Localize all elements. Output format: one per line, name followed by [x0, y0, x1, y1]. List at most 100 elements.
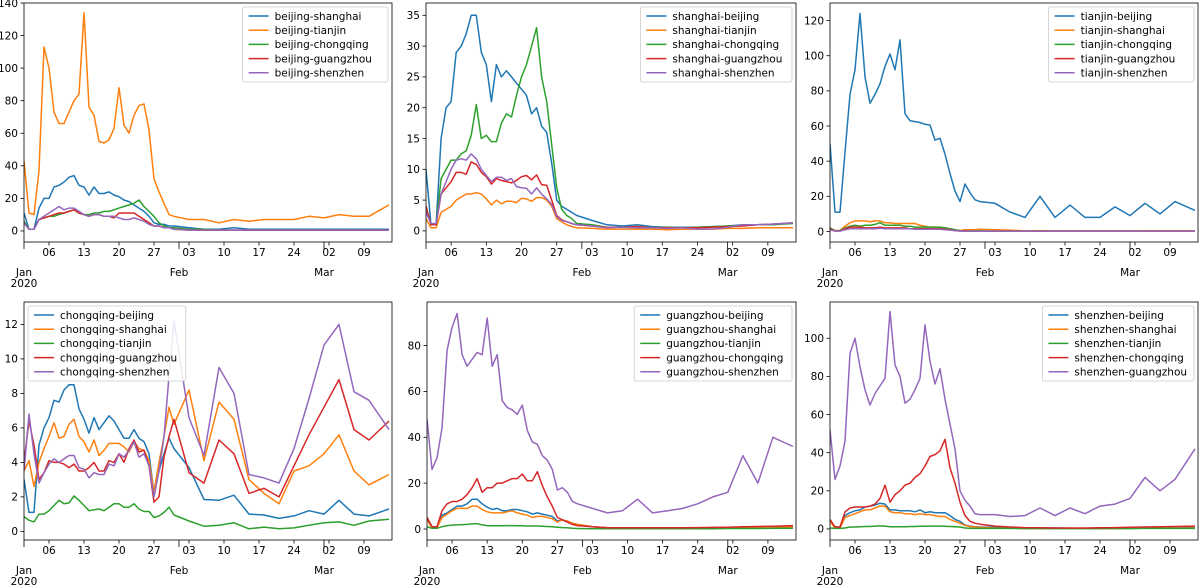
series-line-tianjin-beijing	[830, 12, 1196, 219]
y-tick-label: 0	[414, 524, 421, 536]
x-tick-label: 02	[322, 247, 335, 259]
x-major-tick-label: Jan	[15, 565, 32, 577]
series-line-guangzhou-tianjin	[427, 522, 793, 530]
x-tick-label: 06	[445, 545, 459, 557]
y-tick-label: 80	[408, 340, 421, 352]
subplot: 0 20 40 60 80 100 120 06 13 20 27 03 10 17 24 02 09 Jan20…	[804, 2, 1199, 290]
y-tick-label: 20	[811, 486, 824, 498]
legend-label: shanghai-chongqing	[672, 39, 779, 51]
x-tick-label: 13	[480, 247, 493, 259]
x-tick-label: 06	[848, 545, 862, 557]
y-tick-label: 120	[804, 15, 824, 27]
x-major-tick-label: Feb	[976, 565, 995, 577]
y-tick-label: 0	[817, 524, 824, 536]
x-tick-label: 17	[1058, 247, 1071, 259]
x-year-label: 2020	[817, 278, 844, 290]
subplot: 0 5 10 15 20 25 30 35 06 13 20 27 03 10 17 24 02 09 Jan202…	[407, 2, 797, 290]
x-tick-label: 13	[77, 545, 90, 557]
legend-label: guangzhou-beijing	[666, 310, 763, 322]
x-major-tick-label: Jan	[821, 565, 838, 577]
legend-label: chongqing-beijing	[60, 310, 154, 322]
legend-label: tianjin-chongqing	[1081, 39, 1172, 51]
series-line-tianjin-shenzhen	[830, 227, 1195, 233]
legend-label: guangzhou-shenzhen	[666, 367, 779, 379]
x-major-tick-label: Mar	[1120, 267, 1140, 279]
x-major-tick-label: Feb	[170, 267, 189, 279]
series-line-chongqing-shenzhen	[24, 320, 390, 498]
x-major-tick-label: Mar	[1120, 565, 1140, 577]
series-line-guangzhou-chongqing	[427, 470, 794, 529]
y-tick-label: 40	[408, 432, 421, 444]
y-tick-label: 20	[407, 103, 420, 115]
axes-frame	[426, 301, 797, 541]
x-tick-label: 20	[112, 545, 125, 557]
legend: shanghai-beijing shanghai-tianjin shanghai…	[640, 6, 793, 83]
y-tick-label: 0	[413, 226, 420, 238]
y-tick-label: 35	[407, 10, 420, 22]
x-tick-label: 24	[287, 545, 301, 557]
x-tick-label: 10	[621, 545, 634, 557]
y-tick-label: 20	[408, 478, 421, 490]
y-tick-label: 2	[11, 492, 18, 504]
x-major-tick-label: Feb	[976, 267, 995, 279]
x-tick-label: 09	[1163, 545, 1176, 557]
series-line-shanghai-tianjin	[426, 191, 793, 231]
y-tick-label: 15	[407, 133, 420, 145]
x-tick-label: 03	[586, 545, 599, 557]
legend-box	[27, 305, 187, 382]
legend-label: beijing-shanghai	[275, 11, 362, 23]
x-major-tick-label: Jan	[15, 267, 32, 279]
y-tick-label: 25	[407, 72, 420, 84]
series-line-shenzhen-guangzhou	[830, 310, 1196, 518]
axes-frame	[829, 301, 1199, 541]
x-tick-label: 27	[147, 247, 160, 259]
x-tick-label: 20	[112, 247, 125, 259]
y-tick-label: 60	[811, 409, 824, 421]
x-tick-label: 17	[252, 247, 265, 259]
x-tick-label: 06	[42, 545, 56, 557]
x-year-label: 2020	[414, 576, 441, 586]
y-tick-label: 60	[811, 121, 824, 133]
x-tick-label: 09	[357, 545, 370, 557]
y-tick-label: 80	[811, 86, 824, 98]
y-tick-label: 10	[407, 164, 420, 176]
x-tick-label: 17	[656, 545, 669, 557]
legend-box	[640, 6, 793, 83]
axes-frame	[829, 2, 1199, 243]
y-tick-label: 60	[408, 386, 421, 398]
legend-label: shanghai-beijing	[672, 11, 759, 23]
y-tick-label: 140	[0, 0, 18, 10]
legend-label: tianjin-shanghai	[1081, 25, 1165, 37]
x-tick-label: 13	[480, 545, 493, 557]
x-tick-label: 27	[147, 545, 160, 557]
y-tick-label: 100	[0, 63, 18, 75]
legend-label: tianjin-shenzhen	[1081, 68, 1168, 80]
series-line-shenzhen-shanghai	[830, 505, 1195, 530]
y-tick-label: 40	[811, 156, 824, 168]
legend: beijing-shanghai beijing-tianjin beijing-c…	[242, 6, 389, 83]
y-tick-label: 0	[817, 226, 824, 238]
legend-label: tianjin-guangzhou	[1081, 53, 1176, 65]
x-major-tick-label: Jan	[417, 267, 434, 279]
x-tick-label: 27	[551, 545, 564, 557]
x-major-tick-label: Mar	[718, 565, 738, 577]
y-tick-label: 20	[5, 193, 18, 205]
y-tick-label: 12	[5, 319, 18, 331]
x-tick-label: 03	[182, 247, 195, 259]
x-tick-label: 24	[1093, 545, 1107, 557]
series-line-beijing-tianjin	[24, 12, 390, 224]
y-tick-label: 10	[5, 354, 18, 366]
x-tick-label: 20	[516, 545, 529, 557]
y-tick-label: 40	[811, 447, 824, 459]
legend-label: shanghai-tianjin	[672, 25, 756, 37]
axes-frame	[425, 2, 797, 243]
legend-label: shanghai-shenzhen	[672, 68, 774, 80]
x-tick-label: 03	[182, 545, 195, 557]
legend: tianjin-beijing tianjin-shanghai tianjin-c…	[1048, 6, 1195, 83]
legend-label: guangzhou-tianjin	[666, 338, 761, 350]
x-tick-label: 10	[217, 545, 230, 557]
series-line-shanghai-guangzhou	[426, 161, 794, 229]
